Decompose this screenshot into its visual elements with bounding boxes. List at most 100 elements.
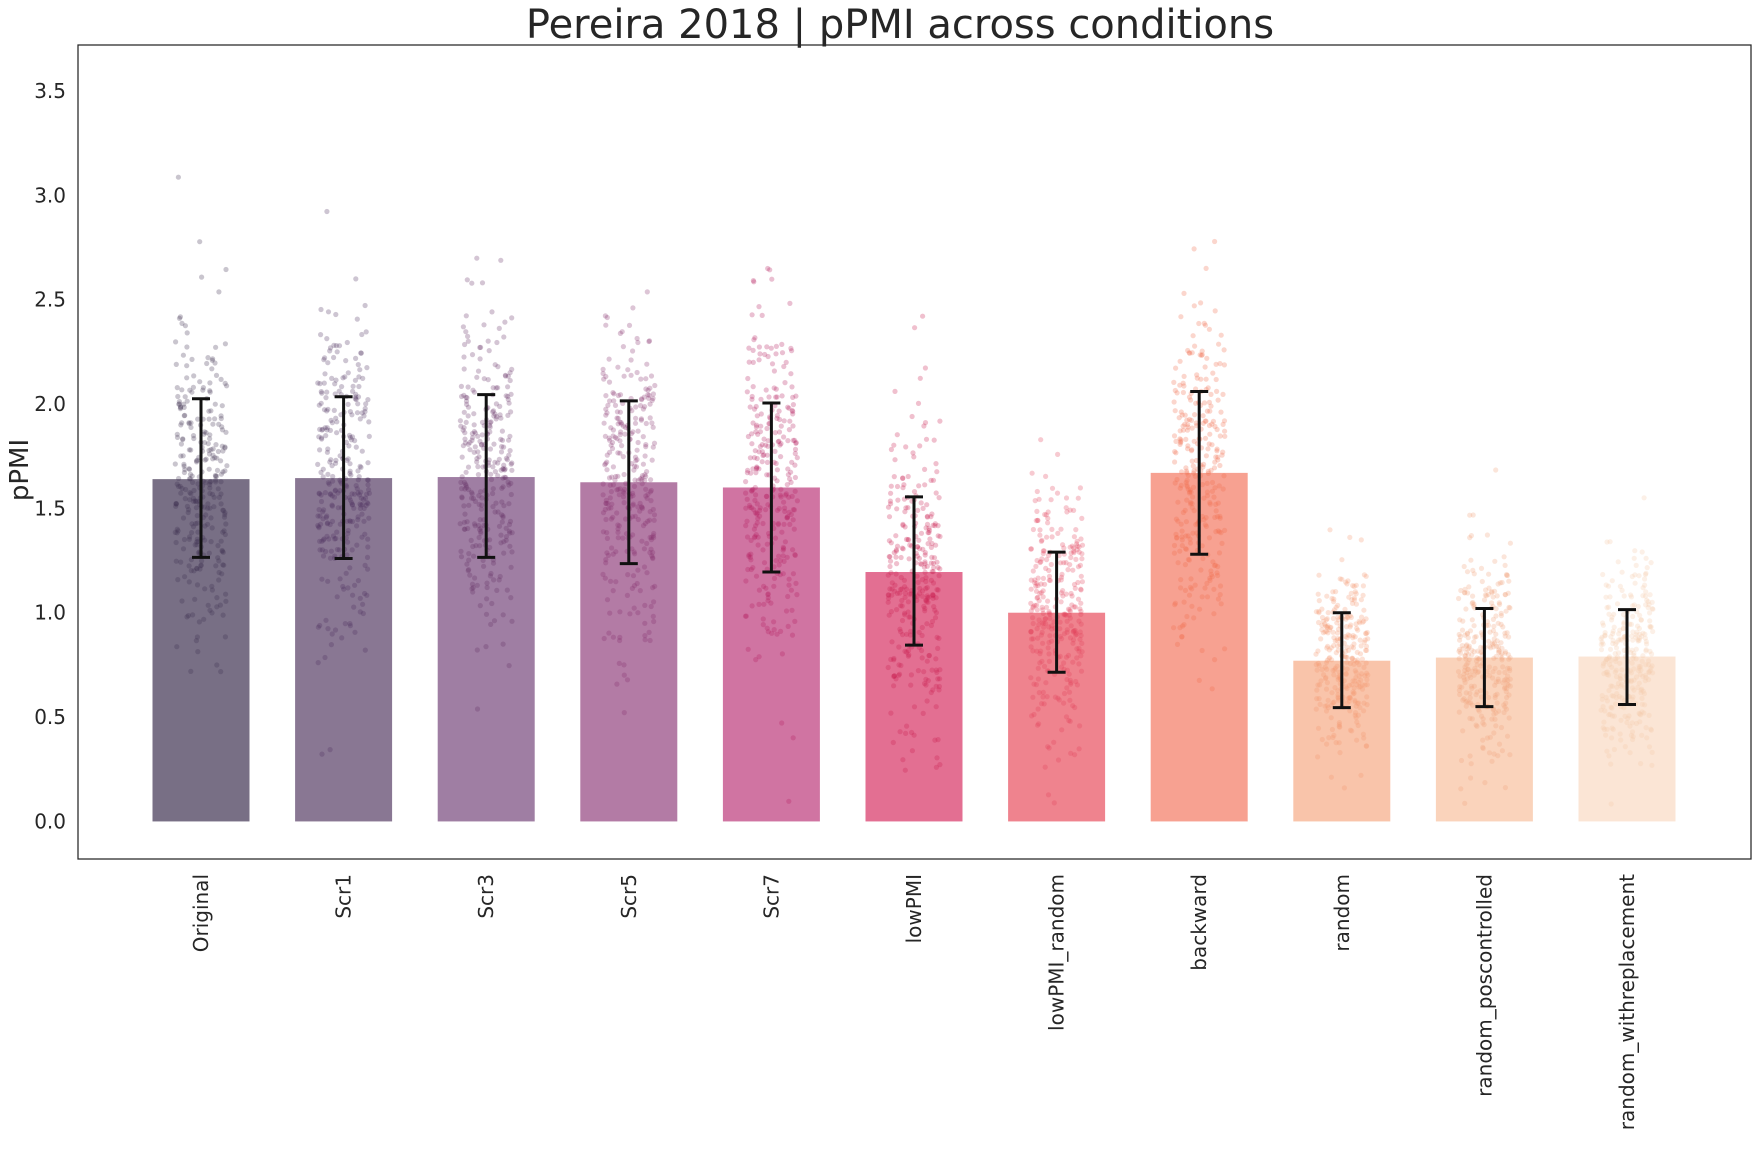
data-point	[345, 539, 351, 545]
data-point	[1496, 741, 1503, 747]
data-point	[1627, 750, 1633, 756]
data-point	[1473, 692, 1479, 698]
data-point	[462, 486, 468, 492]
data-point	[190, 479, 196, 485]
x-axis-ticks: Original Scr1 Scr3 Scr5 Scr7 lowPMI lowPMI_ran…	[189, 874, 1639, 1130]
data-point	[1468, 533, 1474, 539]
data-point	[218, 471, 224, 477]
data-point	[903, 586, 910, 592]
data-point	[1621, 619, 1627, 625]
data-point	[1043, 512, 1049, 518]
data-point	[1615, 650, 1622, 656]
data-point	[783, 359, 789, 365]
data-point	[1066, 612, 1072, 618]
data-point	[187, 534, 193, 540]
data-point	[491, 618, 498, 624]
data-point	[356, 374, 362, 380]
data-point	[1208, 568, 1214, 574]
data-point	[617, 450, 623, 456]
data-point	[216, 569, 222, 576]
data-point	[1174, 641, 1181, 648]
data-point	[647, 401, 653, 407]
data-point	[187, 471, 194, 477]
data-point	[1030, 636, 1036, 642]
data-point	[751, 279, 757, 285]
data-point	[193, 458, 200, 464]
data-point	[602, 575, 608, 581]
data-point	[201, 504, 207, 510]
data-point	[1048, 561, 1054, 568]
data-point	[1349, 682, 1355, 688]
data-point	[1478, 713, 1485, 719]
data-point	[757, 429, 764, 435]
data-point	[353, 276, 359, 282]
data-point	[778, 486, 784, 492]
data-point	[930, 477, 937, 483]
data-point	[1615, 654, 1621, 660]
data-point	[1210, 559, 1216, 565]
data-point	[1455, 669, 1462, 675]
data-point	[484, 596, 490, 602]
data-point	[1490, 641, 1496, 647]
data-point	[1481, 597, 1488, 603]
data-point	[1035, 665, 1041, 671]
data-point	[1190, 494, 1196, 500]
data-point	[1199, 543, 1205, 549]
data-point	[924, 658, 930, 664]
data-point	[466, 557, 472, 563]
data-point	[315, 461, 321, 467]
data-point	[615, 526, 621, 532]
data-point	[1065, 567, 1071, 573]
data-point	[359, 448, 365, 454]
data-point	[1456, 709, 1462, 715]
data-point	[781, 418, 787, 424]
data-point	[1039, 604, 1045, 610]
data-point	[347, 461, 353, 467]
data-point	[1315, 682, 1321, 688]
data-point	[1364, 682, 1370, 688]
data-point	[1635, 636, 1641, 643]
data-point	[201, 431, 207, 437]
data-point	[1637, 711, 1643, 717]
data-point	[608, 425, 614, 431]
data-point	[920, 546, 926, 552]
data-point	[328, 417, 334, 423]
data-point	[1471, 649, 1477, 655]
data-point	[487, 446, 493, 452]
data-point	[473, 543, 479, 549]
data-point	[1314, 696, 1320, 702]
data-point	[474, 255, 480, 261]
data-point	[1618, 683, 1624, 689]
data-point	[1070, 637, 1077, 643]
data-point	[902, 767, 908, 773]
data-point	[207, 607, 213, 613]
data-point	[620, 454, 626, 460]
data-point	[600, 366, 606, 372]
data-point	[484, 584, 490, 591]
data-point	[474, 459, 480, 465]
data-point	[1335, 674, 1341, 680]
data-point	[1207, 408, 1213, 414]
data-point	[1599, 639, 1605, 645]
data-point	[1077, 485, 1083, 491]
data-point	[1629, 720, 1635, 726]
data-point	[745, 646, 751, 652]
data-point	[904, 631, 910, 637]
data-point	[934, 559, 940, 565]
data-point	[470, 589, 476, 595]
data-point	[792, 618, 798, 625]
data-point	[1062, 612, 1068, 618]
data-point	[1497, 580, 1503, 586]
data-point	[604, 535, 611, 542]
data-point	[1617, 660, 1623, 666]
data-point	[1337, 750, 1343, 756]
data-point	[188, 447, 194, 453]
data-point	[647, 415, 653, 421]
data-point	[346, 495, 352, 501]
data-point	[184, 398, 190, 404]
data-point	[1361, 708, 1367, 714]
data-point	[933, 490, 939, 496]
data-point	[1072, 627, 1078, 634]
data-point	[342, 621, 348, 627]
data-point	[329, 518, 336, 525]
